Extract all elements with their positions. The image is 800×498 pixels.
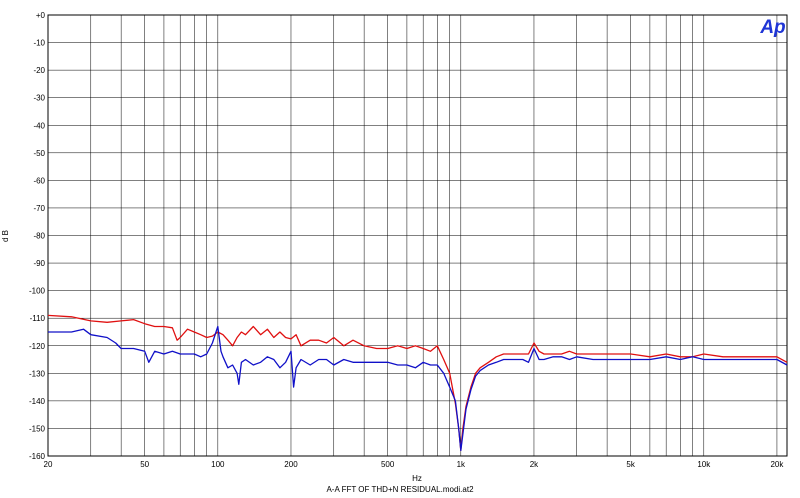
ap-logo: Ap (759, 17, 785, 38)
x-tick-label: 200 (284, 460, 298, 469)
x-tick-label: 5k (626, 460, 635, 469)
y-tick-label: -60 (33, 176, 45, 185)
y-tick-label: -30 (33, 94, 45, 103)
x-tick-label: 2k (530, 460, 539, 469)
series-line-2 (48, 325, 788, 452)
y-tick-label: -120 (29, 342, 46, 351)
y-tick-label: -90 (33, 259, 45, 268)
y-tick-label: -20 (33, 66, 45, 75)
y-tick-label: -100 (29, 287, 46, 296)
y-tick-label: -140 (29, 397, 46, 406)
grid (47, 14, 787, 457)
x-tick-label: 10k (697, 460, 711, 469)
series-layer (47, 314, 788, 452)
x-tick-labels: 20 50 100 200 500 1k 2k 5k 10k 20k (44, 460, 785, 469)
x-tick-label: 100 (211, 460, 225, 469)
plot-frame (47, 14, 788, 457)
y-tick-label: -50 (33, 149, 45, 158)
x-tick-label: 20 (44, 460, 53, 469)
x-tick-label: 500 (381, 460, 395, 469)
series-line-1 (47, 314, 788, 452)
y-tick-label: -10 (33, 39, 45, 48)
y-tick-labels: +0 -10 -20 -30 -40 -50 -60 -70 -80 -90 -100 -110 -12… (29, 11, 46, 461)
y-tick-label: -150 (29, 424, 46, 433)
y-tick-label: -130 (29, 369, 46, 378)
x-tick-label: 20k (770, 460, 784, 469)
x-axis-label: Hz (412, 474, 422, 483)
x-tick-label: 50 (140, 460, 149, 469)
y-tick-label: -40 (33, 121, 45, 130)
y-tick-label: -80 (33, 232, 45, 241)
y-axis-label: d B (1, 230, 10, 242)
x-tick-label: 1k (457, 460, 466, 469)
chart-caption: A-A FFT OF THD+N RESIDUAL.modi.at2 (326, 485, 474, 494)
y-tick-label: -160 (29, 452, 46, 461)
y-tick-label: -110 (30, 314, 46, 323)
y-tick-label: -70 (33, 204, 45, 213)
y-tick-label: +0 (36, 11, 46, 20)
